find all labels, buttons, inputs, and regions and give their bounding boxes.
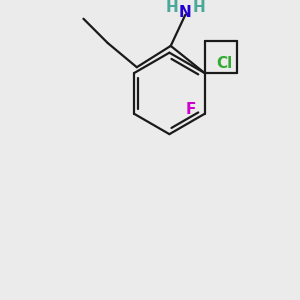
Text: Cl: Cl (216, 56, 232, 71)
Text: F: F (186, 102, 196, 117)
Text: H: H (193, 0, 205, 15)
Text: H: H (165, 0, 178, 15)
Text: N: N (179, 5, 192, 20)
